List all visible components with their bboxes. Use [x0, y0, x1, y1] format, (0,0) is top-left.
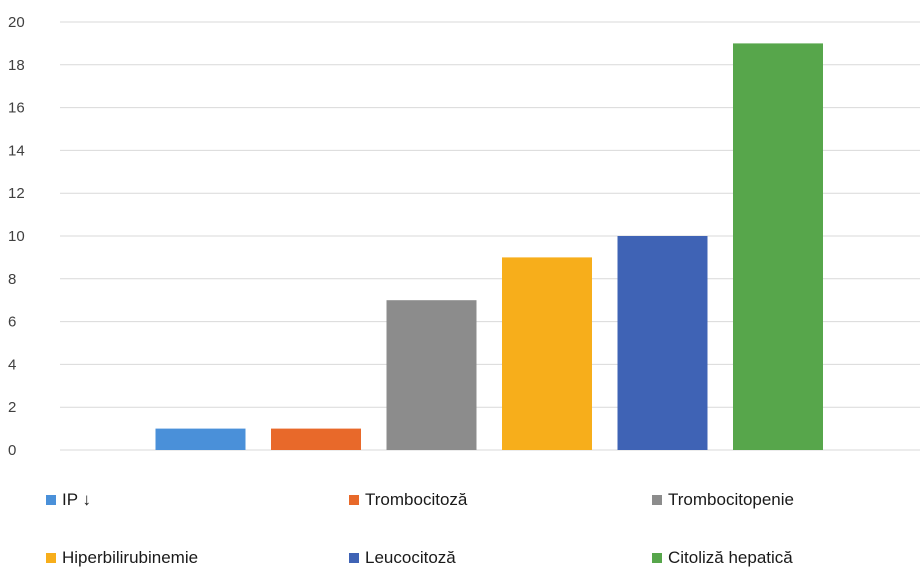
bar-5 [617, 236, 708, 450]
bar-1 [155, 428, 246, 450]
bar-2 [271, 428, 361, 450]
bar-3 [386, 300, 477, 450]
bar-4 [502, 257, 592, 450]
y-axis-tick-labels: 0 2 4 6 8 10 12 14 16 18 20 [8, 14, 25, 459]
bars [155, 43, 823, 451]
y-tick-label: 0 [8, 442, 16, 459]
y-tick-label: 20 [8, 14, 25, 31]
y-tick-label: 18 [8, 57, 25, 74]
y-tick-label: 8 [8, 271, 16, 288]
y-tick-label: 2 [8, 399, 16, 416]
y-tick-label: 14 [8, 142, 25, 159]
y-tick-label: 16 [8, 100, 25, 117]
y-tick-label: 6 [8, 314, 16, 331]
bar-6 [733, 43, 823, 451]
y-tick-label: 4 [8, 356, 16, 373]
y-tick-label: 12 [8, 185, 25, 202]
y-tick-label: 10 [8, 228, 25, 245]
